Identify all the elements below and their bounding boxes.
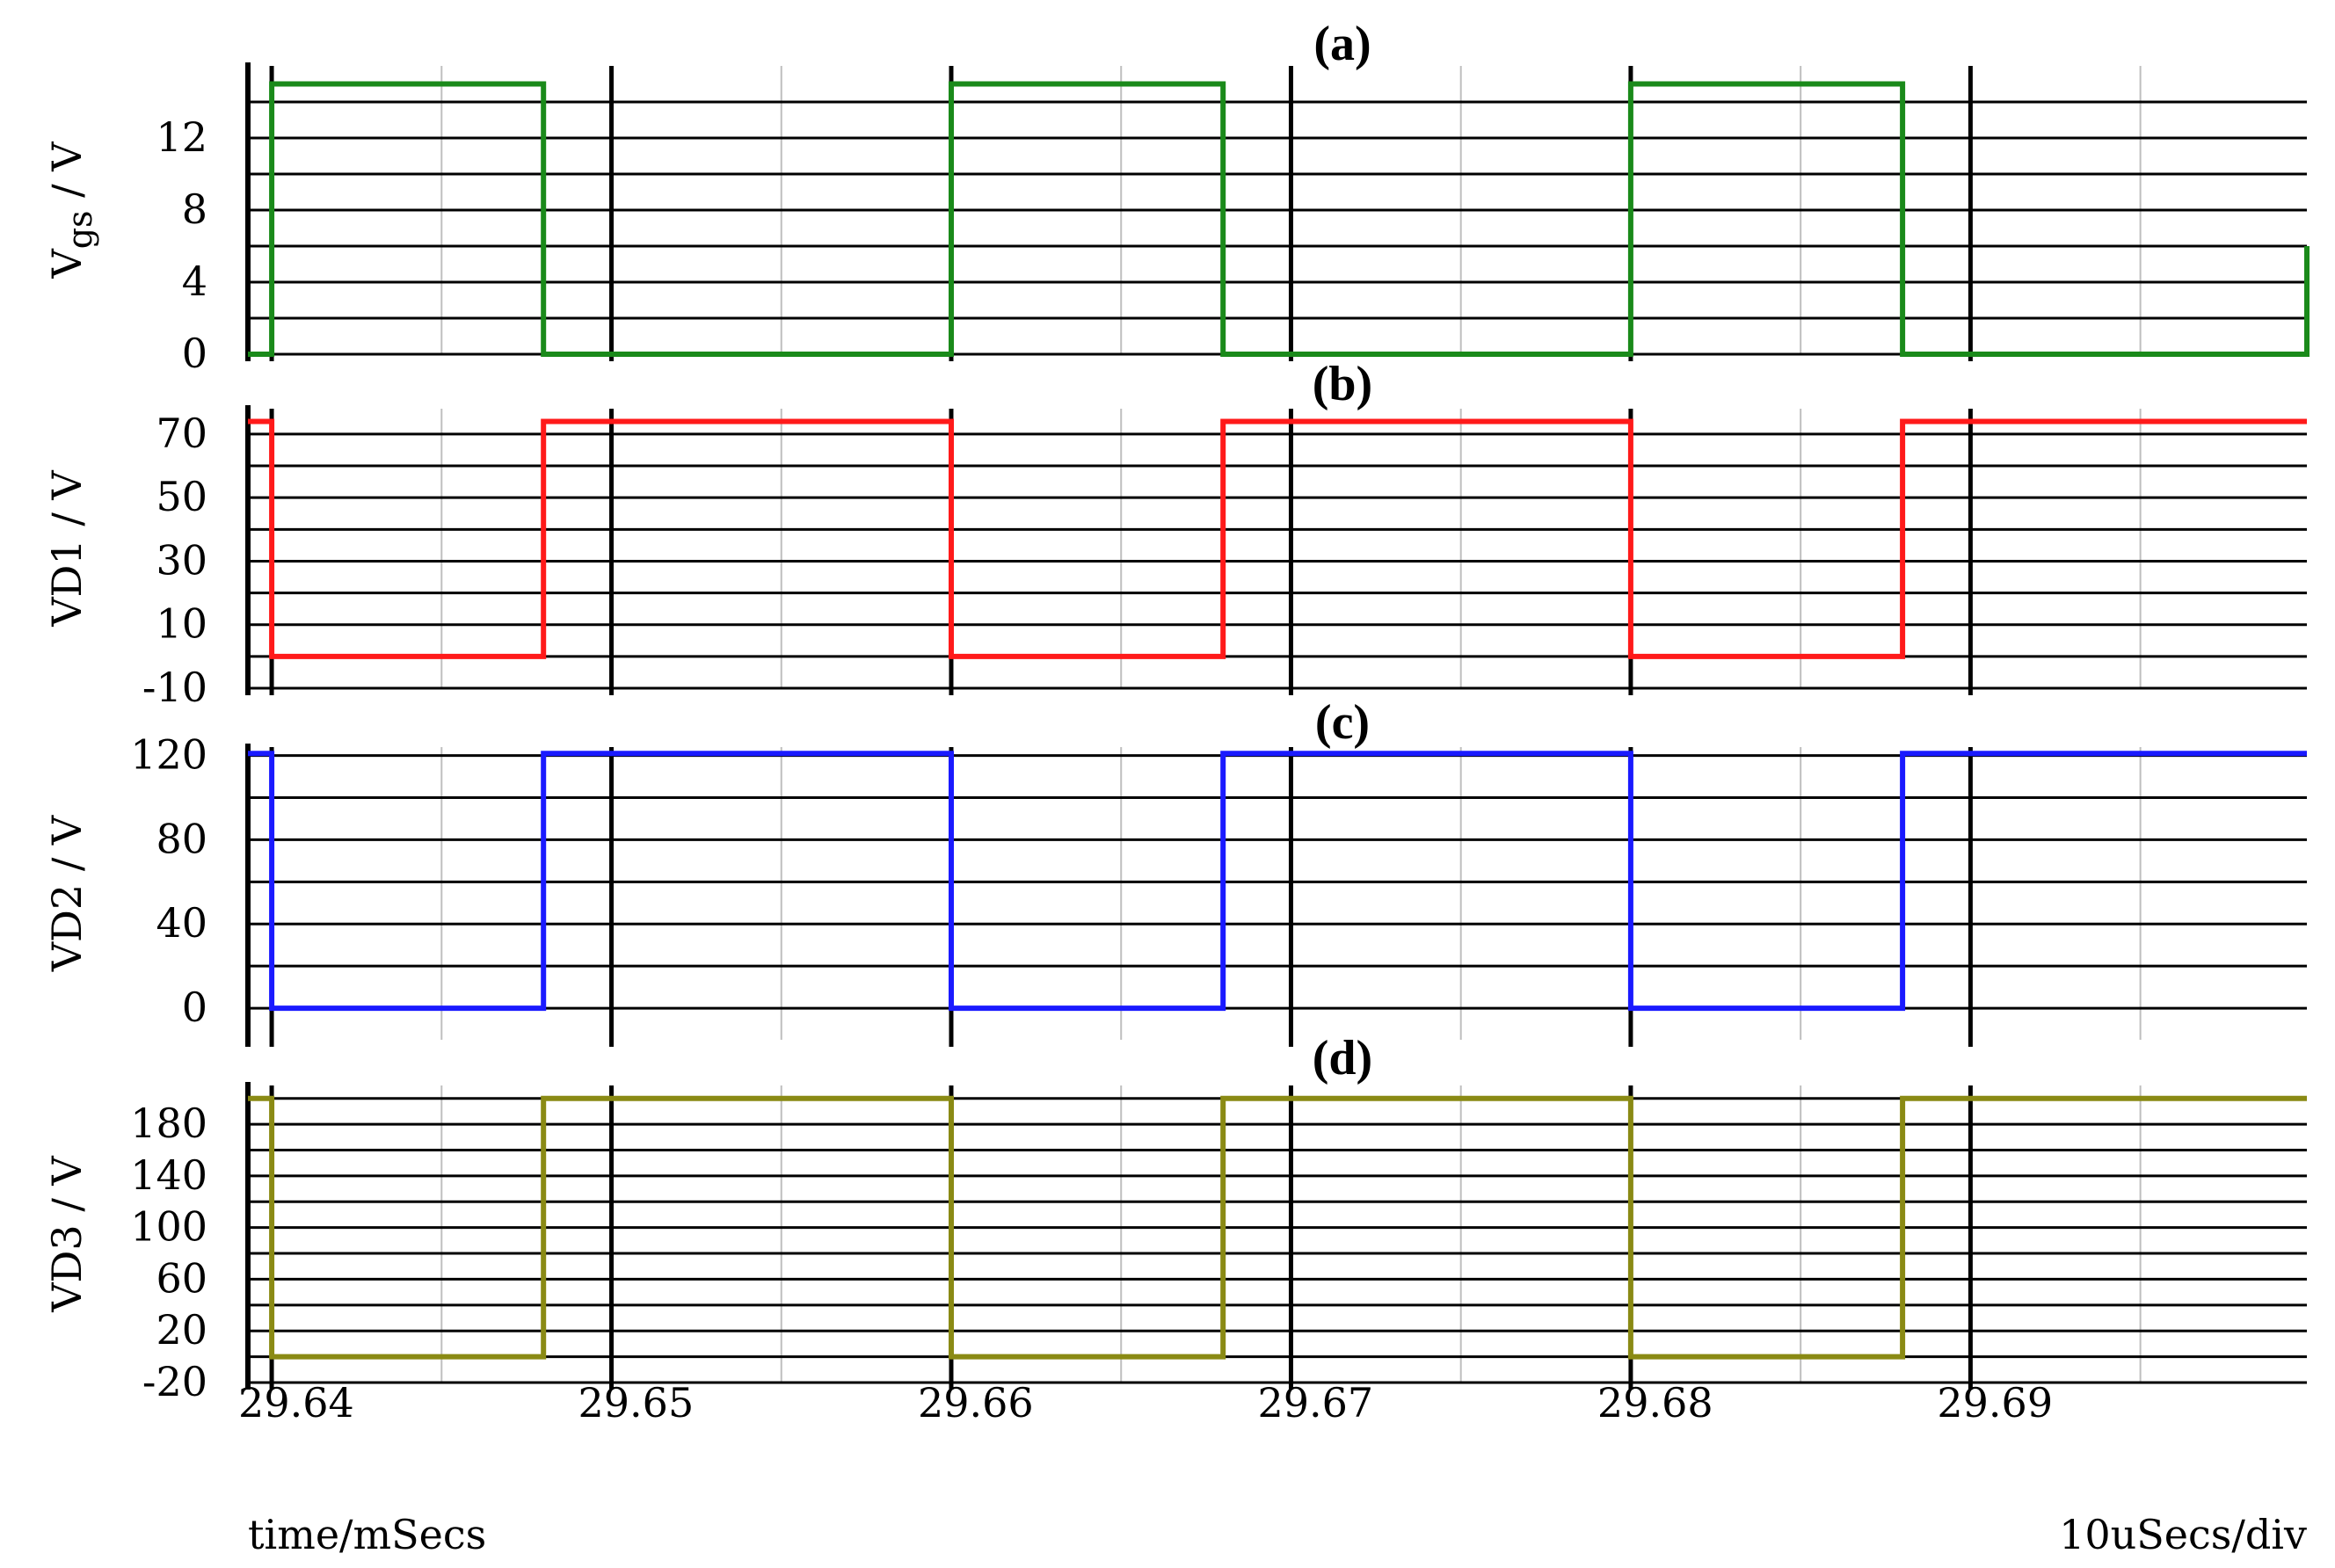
y-tick-label: 12 (156, 113, 207, 161)
series-trace (248, 418, 2307, 659)
x-tick-label: 29.65 (578, 1379, 695, 1426)
series-trace (248, 1095, 2307, 1360)
y-tick-label: 0 (182, 984, 207, 1031)
y-tick-label: 120 (130, 731, 207, 779)
y-tick-label: 50 (156, 473, 207, 520)
y-axis-label: VD1 / V (43, 470, 91, 628)
y-tick-label: 60 (156, 1254, 207, 1302)
panel-1: 12 8 4 0 Vgs / V (a) (43, 17, 2310, 377)
series-trace (248, 751, 2307, 1012)
y-tick-label: 100 (130, 1203, 207, 1251)
x-tick-label: 29.67 (1257, 1379, 1373, 1426)
panel-label: (b) (1313, 357, 1372, 411)
panel-2: 70 50 30 10 -10 VD1 / V (b) (43, 357, 2307, 711)
x-tick-label: 29.69 (1937, 1379, 2053, 1426)
y-tick-label: -20 (142, 1358, 207, 1405)
y-tick-label: 80 (156, 815, 207, 862)
y-tick-label: 140 (130, 1151, 207, 1199)
panel-label: (c) (1315, 695, 1370, 750)
y-tick-label: 10 (156, 600, 207, 648)
y-tick-label: 30 (156, 536, 207, 584)
x-tick-labels: 29.64 29.65 29.66 29.67 29.68 29.69 (238, 1379, 2053, 1426)
x-tick-label: 29.66 (918, 1379, 1034, 1426)
x-tick-label: 29.68 (1597, 1379, 1713, 1426)
y-tick-label: -10 (142, 664, 207, 711)
y-tick-label: 8 (182, 185, 207, 233)
y-tick-label: 4 (182, 258, 207, 305)
panel-label: (a) (1313, 17, 1371, 71)
y-axis-label: Vgs / V (43, 142, 99, 279)
panel-3: 120 80 40 0 VD2 / V (c) (43, 695, 2307, 1047)
y-tick-label: 70 (156, 410, 207, 457)
y-tick-label: 20 (156, 1306, 207, 1354)
y-axis-label: VD3 / V (43, 1156, 91, 1313)
x-axis-label: time/mSecs (248, 1511, 486, 1558)
x-tick-label: 29.64 (238, 1379, 354, 1426)
panel-label: (d) (1313, 1031, 1372, 1085)
y-tick-label: 40 (156, 899, 207, 947)
series-trace (248, 81, 2310, 357)
time-scale-label: 10uSecs/div (2059, 1511, 2307, 1558)
y-axis-label: VD2 / V (43, 815, 91, 972)
y-tick-label: 0 (182, 330, 207, 377)
y-tick-label: 180 (130, 1100, 207, 1147)
